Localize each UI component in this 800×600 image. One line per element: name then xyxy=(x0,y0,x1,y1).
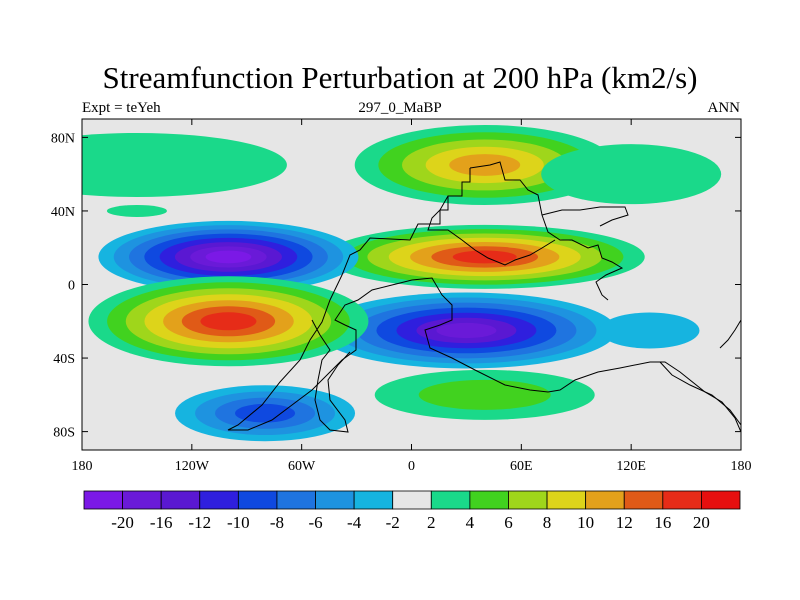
subtitle-center: 297_0_MaBP xyxy=(358,100,442,116)
colorbar-label: 2 xyxy=(427,513,436,532)
contour-level xyxy=(82,132,287,197)
colorbar-label: 20 xyxy=(693,513,710,532)
colorbar-label: -12 xyxy=(188,513,211,532)
colorbar-label: -4 xyxy=(347,513,362,532)
colorbar-label: 8 xyxy=(543,513,552,532)
continent-outline xyxy=(227,168,741,433)
contour-level xyxy=(106,204,167,217)
contour-blob-south-pacific-high xyxy=(88,276,369,367)
colorbar-box xyxy=(392,490,432,510)
colorbar-box xyxy=(430,490,471,510)
y-tick-label: 80S xyxy=(53,426,75,441)
contour-level xyxy=(449,154,521,176)
contour-blob-indian-ocean-low xyxy=(599,312,700,349)
subtitle-left: Expt = teYeh xyxy=(82,100,161,116)
colorbar-label: -16 xyxy=(150,513,173,532)
x-tick-label: 120W xyxy=(175,459,210,474)
colorbar-box xyxy=(469,490,509,510)
x-tick-label: 180 xyxy=(72,459,93,474)
contour-level xyxy=(200,312,257,331)
x-tick-label: 0 xyxy=(408,459,415,474)
contour-blob-north-atlantic-positive xyxy=(541,144,722,205)
colorbar-box xyxy=(353,490,394,510)
colorbar-box xyxy=(623,490,664,510)
continent-outline-south xyxy=(311,319,351,433)
colorbar: -20 -16 -12 -10 -8 -6 -4 -2 2 4 6 8 10 12 16 20 xyxy=(83,490,741,532)
y-tick-label: 80N xyxy=(51,131,75,146)
colorbar-label: -20 xyxy=(111,513,134,532)
x-tick-label: 60W xyxy=(288,459,316,474)
y-tick-label: 40N xyxy=(51,205,75,220)
colorbar-box xyxy=(83,490,123,510)
colorbar-label: 12 xyxy=(616,513,633,532)
subtitle-right: ANN xyxy=(707,100,741,116)
colorbar-box xyxy=(315,490,355,510)
x-tick-label: 60E xyxy=(510,459,533,474)
contour-blob-north-pacific-positive xyxy=(82,132,287,197)
contour-blob-equatorial-east-pacific-high xyxy=(106,204,167,217)
colorbar-box xyxy=(276,490,316,510)
colorbar-label: 6 xyxy=(504,513,513,532)
chart-title: Streamfunction Perturbation at 200 hPa (… xyxy=(102,60,698,95)
colorbar-box xyxy=(585,490,625,510)
colorbar-label: 4 xyxy=(466,513,475,532)
colorbar-box xyxy=(662,490,702,510)
colorbar-box xyxy=(122,490,162,510)
contour-blob-south-atlantic-high xyxy=(374,369,595,420)
colorbar-box xyxy=(199,490,239,510)
contour-level xyxy=(418,379,551,410)
map-area xyxy=(82,119,741,450)
colorbar-box xyxy=(701,490,741,510)
contour-blob-tropical-asia-high xyxy=(324,224,645,289)
contour-level xyxy=(452,250,517,264)
colorbar-label: -10 xyxy=(227,513,250,532)
colorbar-box xyxy=(237,490,278,510)
colorbar-box xyxy=(508,490,548,510)
contour-blob-arctic-asia-positive xyxy=(354,124,615,205)
x-tick-label: 120E xyxy=(616,459,646,474)
contour-level xyxy=(235,403,296,423)
contour-level xyxy=(205,250,252,264)
y-tick-label: 0 xyxy=(68,279,75,294)
colorbar-label: 16 xyxy=(654,513,671,532)
continent-outline-eurasia xyxy=(427,161,629,301)
colorbar-label: 10 xyxy=(577,513,594,532)
colorbar-label: -8 xyxy=(270,513,284,532)
contour-level xyxy=(599,312,700,349)
colorbar-box xyxy=(160,490,201,510)
y-tick-label: 40S xyxy=(53,352,75,367)
continent-outline-antarctic xyxy=(659,319,741,426)
colorbar-label: -6 xyxy=(308,513,322,532)
contour-blob-southern-africa-low xyxy=(316,292,617,369)
colorbar-box xyxy=(546,490,587,510)
colorbar-label: -2 xyxy=(386,513,400,532)
contour-blob-north-america-low xyxy=(98,220,359,293)
contour-blob-southern-ocean-low xyxy=(175,385,356,442)
axis-ticks: 180 120W 60W 0 60E 120E 180 80N 40N 0 40S 80S xyxy=(51,119,752,474)
contour-level xyxy=(541,144,722,205)
contour-level xyxy=(436,322,497,339)
contour-fields xyxy=(82,124,722,442)
x-tick-label: 180 xyxy=(731,459,752,474)
